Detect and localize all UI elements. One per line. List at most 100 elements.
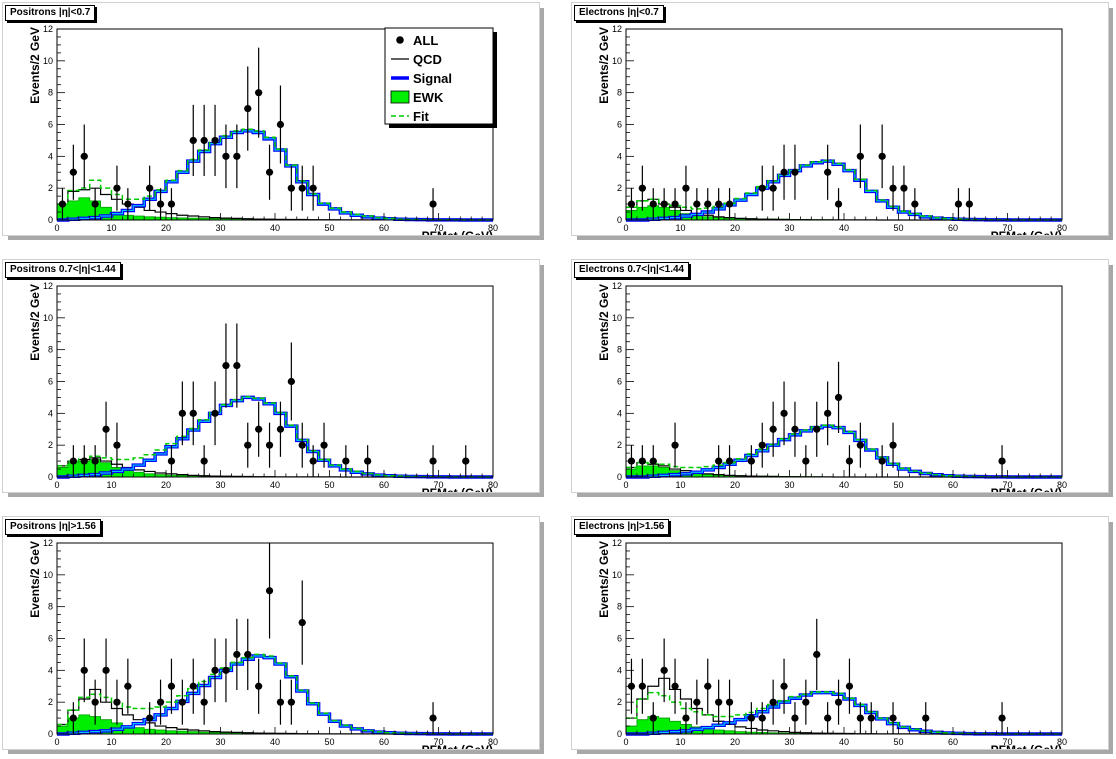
data-point: [856, 714, 864, 722]
data-point: [627, 457, 636, 465]
y-tick-label: 12: [43, 538, 53, 548]
data-point: [791, 168, 799, 176]
data-point: [834, 698, 843, 706]
fit-histogram: [626, 691, 1062, 735]
data-point: [80, 666, 88, 674]
data-point: [627, 200, 636, 208]
fit-histogram: [57, 128, 493, 221]
data-point: [244, 441, 252, 449]
panel-shadow: [8, 493, 544, 497]
x-tick-label: 30: [215, 480, 225, 490]
data-point: [802, 698, 810, 706]
x-tick-label: 70: [1002, 480, 1012, 490]
data-point: [200, 698, 208, 706]
y-tick-label: 0: [48, 729, 53, 739]
x-tick-label: 70: [1002, 223, 1012, 233]
y-axis-title: Events/2 GeV: [28, 284, 42, 361]
data-point: [298, 441, 306, 449]
y-axis-title: Events/2 GeV: [28, 27, 42, 104]
y-tick-label: 8: [48, 602, 53, 612]
signal-histogram: [626, 424, 1062, 479]
y-tick-label: 12: [43, 24, 53, 34]
x-tick-label: 0: [623, 480, 628, 490]
data-point: [429, 714, 437, 722]
panel-shadow: [1109, 265, 1113, 497]
y-tick-label: 8: [48, 345, 53, 355]
data-point: [824, 714, 832, 722]
x-tick-label: 40: [839, 223, 849, 233]
x-tick-label: 50: [893, 223, 903, 233]
x-axis-title: PFMet (GeV): [991, 743, 1062, 749]
x-tick-label: 30: [784, 480, 794, 490]
data-point: [276, 425, 285, 433]
x-axis-title: PFMet (GeV): [422, 229, 493, 235]
y-tick-label: 4: [617, 151, 622, 161]
plot-title: Electrons |η|<0.7: [574, 5, 664, 21]
data-point: [715, 200, 723, 208]
data-point: [265, 587, 274, 595]
y-axis-title: Events/2 GeV: [597, 541, 611, 618]
x-tick-label: 60: [948, 223, 958, 233]
x-tick-label: 0: [54, 480, 59, 490]
plot-panel: 0 10 20 30 40 50 60 70 80 0 2 4 6 8 10 12 PFMet (GeV) Eve…: [571, 2, 1113, 240]
data-point: [878, 457, 886, 465]
x-tick-label: 40: [839, 737, 849, 747]
x-tick-label: 30: [215, 737, 225, 747]
plot-panel: 0 10 20 30 40 50 60 70 80 0 2 4 6 8 10 12 PFMet (GeV) Eve…: [2, 259, 544, 497]
x-tick-label: 80: [1057, 480, 1067, 490]
chart-svg: 0 10 20 30 40 50 60 70 80 0 2 4 6 8 10 12 PFMet (GeV) Eve…: [597, 538, 1067, 749]
y-tick-label: 0: [617, 472, 622, 482]
x-tick-label: 60: [948, 737, 958, 747]
chart-svg: 0 10 20 30 40 50 60 70 80 0 2 4 6 8 10 12 PFMet (GeV) Eve…: [597, 281, 1067, 492]
chart-svg: 0 10 20 30 40 50 60 70 80 0 2 4 6 8 10 12 PFMet (GeV) Eve…: [28, 281, 498, 492]
x-tick-label: 30: [784, 737, 794, 747]
x-tick-label: 80: [488, 737, 498, 747]
y-tick-label: 12: [612, 24, 622, 34]
data-point: [320, 441, 328, 449]
data-point: [222, 666, 230, 674]
x-tick-label: 20: [161, 737, 171, 747]
data-point: [758, 184, 766, 192]
y-tick-label: 10: [612, 570, 622, 580]
data-point: [758, 441, 766, 449]
x-tick-label: 70: [433, 737, 443, 747]
x-tick-label: 50: [324, 737, 334, 747]
fit-histogram: [626, 159, 1062, 221]
x-tick-label: 80: [488, 223, 498, 233]
data-point: [309, 184, 317, 192]
data-point: [364, 457, 372, 465]
x-tick-label: 10: [675, 737, 685, 747]
plot-panel: 0 10 20 30 40 50 60 70 80 0 2 4 6 8 10 12 PFMet (GeV) Eve…: [2, 2, 544, 240]
y-tick-label: 4: [48, 665, 53, 675]
data-point: [900, 184, 908, 192]
data-point: [124, 682, 132, 690]
data-point: [671, 200, 679, 208]
chart-svg: 0 10 20 30 40 50 60 70 80 0 2 4 6 8 10 12 PFMet (GeV) Eve…: [28, 24, 498, 235]
data-point: [824, 168, 832, 176]
data-point: [287, 184, 295, 192]
y-tick-label: 6: [617, 120, 622, 130]
y-tick-label: 6: [48, 120, 53, 130]
y-tick-label: 4: [48, 151, 53, 161]
plot-pad: 0 10 20 30 40 50 60 70 80 0 2 4 6 8 10 12 PFMet (GeV) Eve…: [571, 516, 1109, 750]
plot-title: Positrons 0.7<|η|<1.44: [5, 262, 121, 278]
y-tick-label: 0: [617, 215, 622, 225]
x-tick-label: 40: [270, 480, 280, 490]
data-point: [69, 457, 77, 465]
x-tick-label: 80: [488, 480, 498, 490]
data-point: [769, 184, 777, 192]
data-point: [102, 666, 110, 674]
data-point: [189, 136, 197, 145]
y-tick-label: 12: [612, 281, 622, 291]
x-tick-label: 50: [324, 223, 334, 233]
x-tick-label: 60: [379, 737, 389, 747]
data-point: [813, 425, 821, 433]
data-point: [704, 682, 712, 690]
x-tick-label: 50: [893, 737, 903, 747]
chart-svg: 0 10 20 30 40 50 60 70 80 0 2 4 6 8 10 12 PFMet (GeV) Eve…: [597, 24, 1067, 235]
data-point: [167, 457, 176, 465]
data-point: [834, 200, 843, 208]
data-point: [255, 425, 263, 433]
legend-label: Fit: [413, 109, 430, 124]
data-point: [845, 682, 854, 690]
